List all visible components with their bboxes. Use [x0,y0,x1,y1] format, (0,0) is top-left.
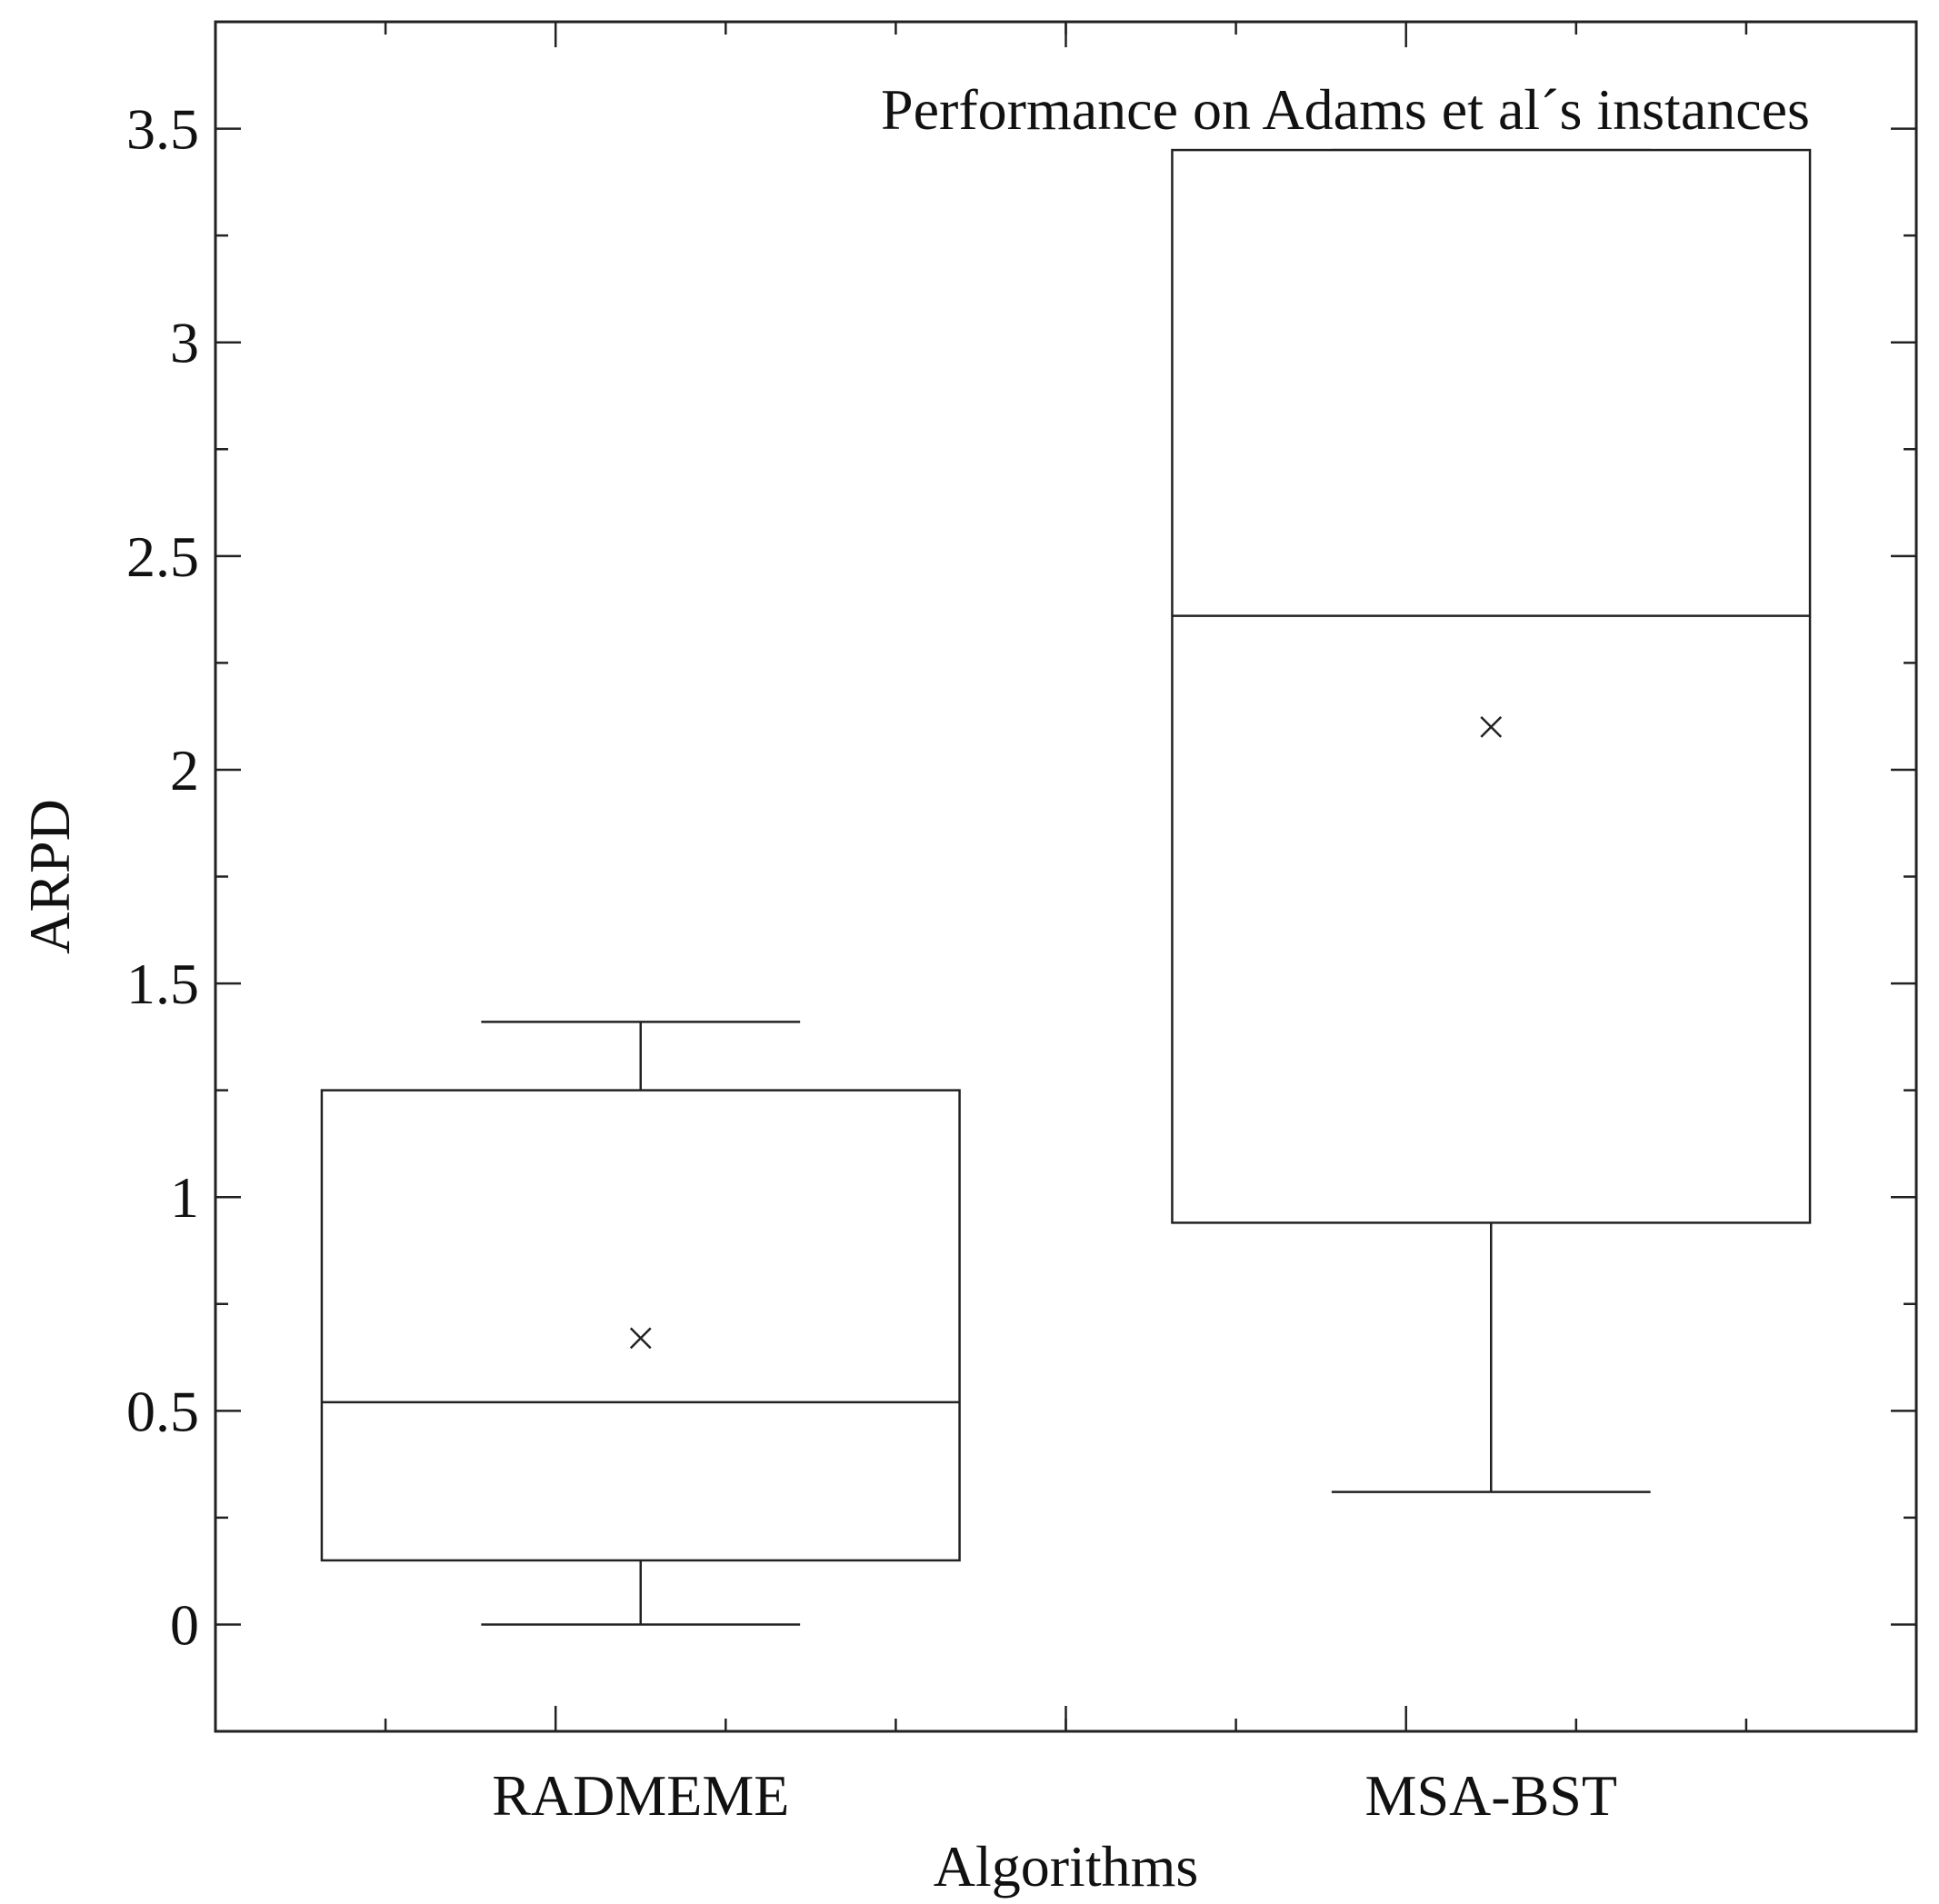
major-ticks [215,22,1916,1731]
x-tick-label: RADMEME [492,1763,789,1828]
y-tick-label: 1.5 [126,952,199,1016]
chart-title: Performance on Adams et al´s instances [881,77,1810,142]
mean-marker [629,1327,652,1350]
y-tick-labels: 0 0.5 1 1.5 2 2.5 3 3.5 [126,97,199,1658]
x-tick-label: MSA-BST [1365,1763,1617,1828]
box-group [320,1021,961,1626]
y-tick-label: 2 [170,738,199,802]
y-tick-label: 1 [170,1165,199,1230]
y-axis-label: ARPD [17,799,82,954]
mean-marker [1480,716,1503,738]
plot-frame [214,20,1918,1733]
y-tick-label: 3.5 [126,97,199,162]
y-tick-label: 0 [170,1592,199,1657]
y-tick-label: 2.5 [126,524,199,589]
box-series [320,148,1812,1626]
y-tick-label: 3 [170,311,199,375]
box-iqr [320,1089,961,1562]
x-tick-labels: RADMEME MSA-BST [492,1763,1617,1828]
box-iqr [1171,148,1812,1224]
y-tick-label: 0.5 [126,1379,199,1443]
x-axis-label: Algorithms [934,1834,1199,1899]
box-group [1171,148,1812,1493]
